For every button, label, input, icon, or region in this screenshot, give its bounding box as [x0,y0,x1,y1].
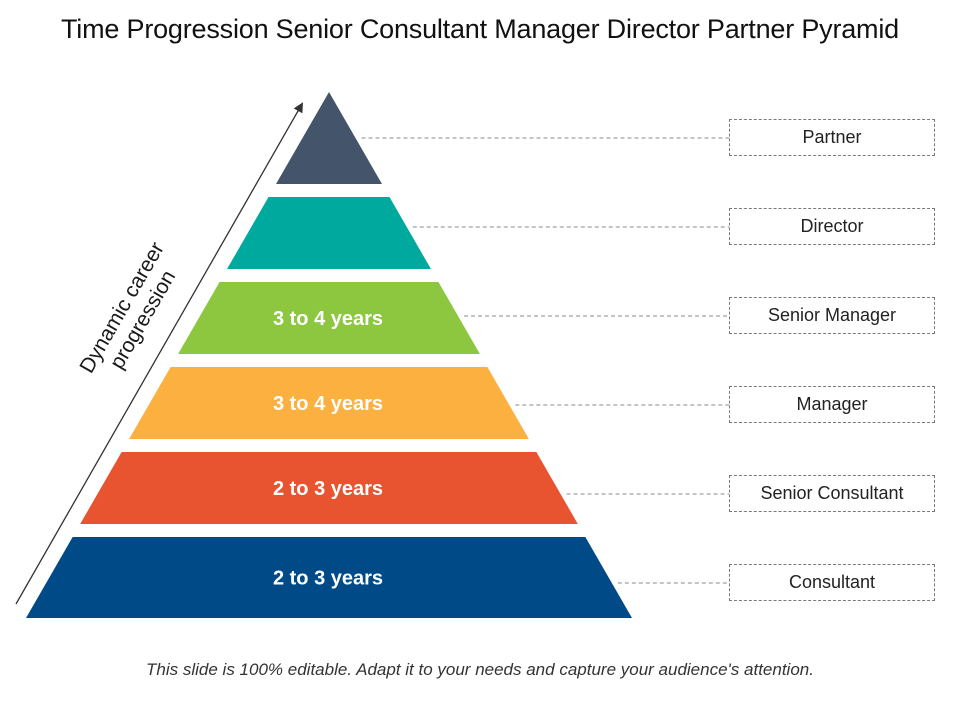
pyramid-tier-manager [129,367,529,439]
tier-duration-consultant: 2 to 3 years [273,568,383,590]
role-label-partner: Partner [729,119,935,156]
role-label-director: Director [729,208,935,245]
tier-duration-senior-consultant: 2 to 3 years [273,478,383,500]
pyramid-tier-director [227,197,431,269]
role-label-manager: Manager [729,386,935,423]
role-label-consultant: Consultant [729,564,935,601]
tier-duration-manager: 3 to 4 years [273,393,383,415]
tier-duration-senior-manager: 3 to 4 years [273,308,383,330]
role-label-senior-consultant: Senior Consultant [729,475,935,512]
progression-arrow [15,102,303,605]
pyramid-tier-consultant [26,537,632,618]
pyramid-tier-senior-consultant [80,452,578,524]
pyramid-tier-senior-manager [178,282,480,354]
role-label-senior-manager: Senior Manager [729,297,935,334]
pyramid-tier-partner [276,92,382,184]
footer-note: This slide is 100% editable. Adapt it to… [146,660,814,679]
page-title: Time Progression Senior Consultant Manag… [61,14,899,44]
